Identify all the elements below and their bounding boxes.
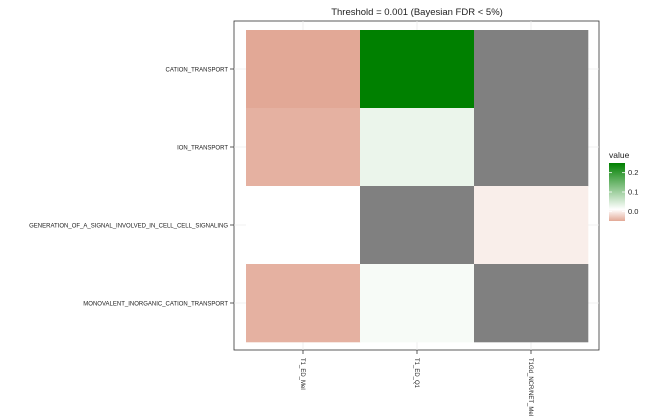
heatmap-cell bbox=[360, 186, 475, 265]
heatmap-cell bbox=[474, 30, 589, 109]
heatmap-cell bbox=[360, 264, 475, 343]
legend-tick-label: 0.2 bbox=[628, 168, 638, 177]
heatmap-cell bbox=[360, 108, 475, 187]
heatmap-cell bbox=[474, 264, 589, 343]
legend-color-bar bbox=[609, 163, 625, 221]
heatmap-cell bbox=[246, 108, 361, 187]
heatmap-cell bbox=[246, 186, 361, 265]
heatmap-cell bbox=[360, 30, 475, 109]
x-axis-labels: T1_ED_Mel T1_ED_Q1 T1Gd_NCR/NET_Mel bbox=[299, 350, 533, 416]
legend-title: value bbox=[609, 150, 630, 160]
heatmap-cell bbox=[246, 264, 361, 343]
legend-ticks: 0.2 0.1 0.0 bbox=[609, 168, 638, 216]
y-axis-labels: CATION_TRANSPORT ION_TRANSPORT GENERATION_… bbox=[29, 68, 234, 308]
x-tick-label: T1_ED_Mel bbox=[299, 358, 305, 390]
chart-title: Threshold = 0.001 (Bayesian FDR < 5%) bbox=[331, 7, 503, 18]
legend: value 0.2 0.1 0.0 bbox=[609, 150, 638, 221]
y-tick-label: ION_TRANSPORT bbox=[177, 146, 228, 152]
y-tick-label: MONOVALENT_INORGANIC_CATION_TRANSPORT bbox=[83, 302, 228, 308]
heatmap-cell bbox=[474, 186, 589, 265]
x-tick-label: T1Gd_NCR/NET_Mel bbox=[527, 358, 533, 416]
heatmap-cells bbox=[246, 30, 589, 343]
y-tick-label: GENERATION_OF_A_SIGNAL_INVOLVED_IN_CELL_… bbox=[29, 224, 228, 230]
y-tick-label: CATION_TRANSPORT bbox=[166, 68, 229, 74]
legend-tick-label: 0.1 bbox=[628, 188, 638, 197]
heatmap-cell bbox=[474, 108, 589, 187]
legend-tick-label: 0.0 bbox=[628, 207, 638, 216]
x-tick-label: T1_ED_Q1 bbox=[413, 358, 419, 389]
heatmap-cell bbox=[246, 30, 361, 109]
